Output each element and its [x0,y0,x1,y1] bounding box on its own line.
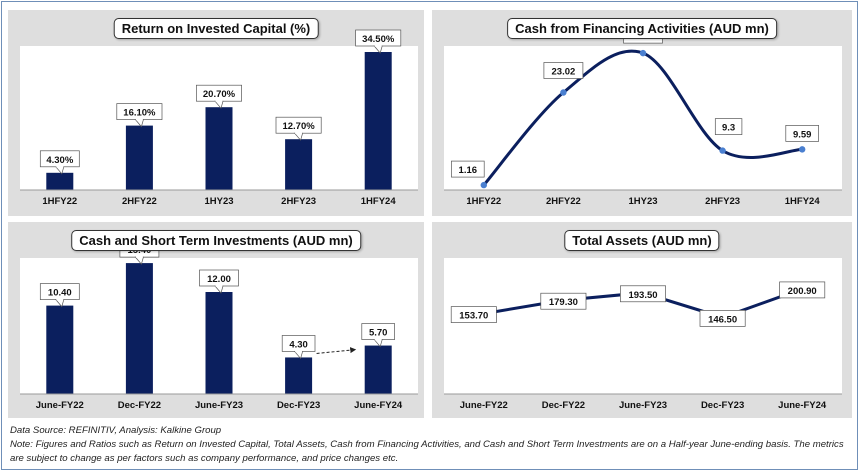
point-data-label: 1.16 [451,160,485,178]
bar [205,107,233,190]
data-label: 9.59 [793,129,812,140]
plot-area [444,46,842,190]
x-tick-label: 1HFY22 [466,196,501,207]
bar [46,305,74,394]
x-tick-label: 2HFY23 [281,196,316,207]
x-tick-label: 1HY23 [628,196,657,207]
data-label: 146.50 [708,314,737,325]
roic-chart-panel: 4.30% 1HFY22 16.10% 2HFY22 20.70% 1HY23 12.70%… [8,10,424,216]
data-label: 9.3 [722,123,735,134]
bar-data-label: 12.00 [199,269,239,294]
cash-investments-bar-chart: 10.40June-FY2215.40Dec-FY2212.00June-FY2… [20,240,418,411]
bar [285,357,313,394]
data-label: 200.90 [788,286,817,297]
bar-data-label: 4.30% [39,150,80,175]
cash-investments-chart-panel: 10.40June-FY2215.40Dec-FY2212.00June-FY2… [8,222,424,418]
data-point [719,147,726,154]
x-tick-label: 1HFY24 [361,196,397,207]
data-label: 12.00 [207,274,231,285]
bar-data-label: 5.70 [361,323,395,348]
trend-arrow [316,347,357,354]
x-tick-label: June-FY22 [36,400,84,411]
point-data-label: 193.50 [620,285,666,303]
data-label: 20.70% [203,89,236,100]
total-assets-chart-panel: 153.70 June-FY22 179.30 Dec-FY22 193.50 June-… [432,222,852,418]
x-tick-label: 1HFY22 [42,196,77,207]
bar-data-label: 20.70% [196,84,242,109]
financing-chart-panel: 1.161HFY2223.022HFY2232.321HY239.32HFY23… [432,10,852,216]
bar [364,345,392,394]
bar-data-label: 34.50% [355,29,402,54]
total-assets-line-chart: 153.70 June-FY22 179.30 Dec-FY22 193.50 June-… [444,258,842,411]
data-label: 1.16 [459,165,478,176]
chart-title: Return on Invested Capital (%) [113,18,319,39]
x-tick-label: Dec-FY23 [277,400,320,411]
x-tick-label: June-FY24 [354,400,403,411]
roic-bar-chart: 4.30% 1HFY22 16.10% 2HFY22 20.70% 1HY23 12.70%… [20,29,418,207]
x-tick-label: June-FY22 [460,400,508,411]
data-label: 4.30% [46,155,73,166]
point-data-label: 9.59 [785,125,819,142]
data-label: 34.50% [362,34,395,45]
x-tick-label: 2HFY23 [705,196,740,207]
point-data-label: 23.02 [543,62,584,79]
x-tick-label: June-FY24 [778,400,827,411]
x-tick-label: 2HFY22 [546,196,581,207]
plot-area [444,258,842,394]
data-point [639,49,647,57]
point-data-label: 153.70 [450,306,497,323]
data-label: 153.70 [459,311,488,322]
chart-title: Cash from Financing Activities (AUD mn) [507,18,777,39]
data-label: 179.30 [549,297,578,308]
data-label: 5.70 [369,328,388,339]
x-tick-label: June-FY23 [195,400,243,411]
data-point [480,181,487,189]
bar [285,139,313,190]
chart-title: Cash and Short Term Investments (AUD mn) [71,230,361,251]
bar-data-label: 4.30 [281,335,316,360]
bar [46,172,74,190]
x-tick-label: 1HY23 [204,196,233,207]
data-source-text: Data Source: REFINITIV, Analysis: Kalkin… [10,425,222,436]
bar [125,263,153,394]
footer-notes: Data Source: REFINITIV, Analysis: Kalkin… [10,424,860,466]
point-data-label: 200.90 [779,281,826,299]
note-text: Note: Figures and Ratios such as Return … [10,439,844,464]
data-label: 23.02 [552,67,576,78]
bar [125,125,153,190]
point-data-label: 9.3 [714,118,743,135]
data-label: 16.10% [123,108,156,119]
x-tick-label: Dec-FY22 [118,400,161,411]
point-data-label: 179.30 [540,292,587,310]
x-tick-label: Dec-FY23 [701,400,744,411]
bar [364,52,392,190]
x-tick-label: Dec-FY22 [542,400,585,411]
data-point [799,146,806,153]
data-label: 12.70% [282,121,315,132]
data-label: 10.40 [48,288,72,299]
data-label: 4.30 [289,339,308,350]
financing-line-chart: 1.161HFY2223.022HFY2232.321HY239.32HFY23… [444,26,842,207]
x-tick-label: 1HFY24 [785,196,821,207]
chart-title: Total Assets (AUD mn) [564,230,720,251]
bar-data-label: 12.70% [275,116,322,141]
x-tick-label: June-FY23 [619,400,667,411]
x-tick-label: 2HFY22 [122,196,157,207]
data-point [560,89,567,96]
bar-data-label: 16.10% [116,103,163,128]
bar-data-label: 10.40 [39,283,80,308]
bar [205,292,233,394]
data-label: 193.50 [628,290,657,301]
point-data-label: 146.50 [699,310,746,327]
